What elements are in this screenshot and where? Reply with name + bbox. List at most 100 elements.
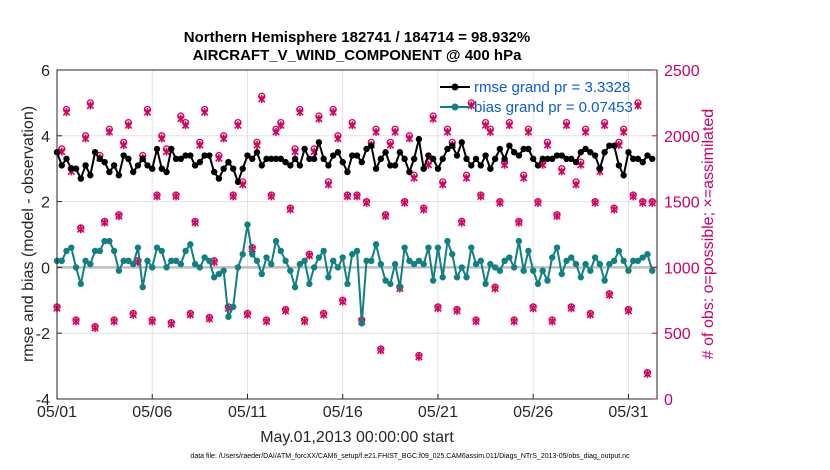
obs-assimilated-marker xyxy=(586,310,595,319)
rmse-point xyxy=(239,165,246,172)
obs-assimilated-marker xyxy=(496,198,504,207)
obs-assimilated-marker xyxy=(300,317,309,326)
bias-point xyxy=(249,251,256,258)
rmse-point xyxy=(491,155,499,163)
bias-point xyxy=(91,247,99,255)
bias-point xyxy=(510,264,518,271)
bias-point xyxy=(172,257,180,265)
obs-assimilated-marker xyxy=(291,147,299,156)
rmse-point xyxy=(453,152,461,159)
x-tick-label: 05/11 xyxy=(228,404,267,421)
bias-point xyxy=(163,264,170,271)
bias-point xyxy=(515,237,523,245)
rmse-point xyxy=(77,175,85,182)
y-tick-label: 0 xyxy=(41,260,50,277)
rmse-point xyxy=(58,162,65,169)
obs-assimilated-marker xyxy=(119,141,128,150)
obs-assimilated-marker xyxy=(186,310,195,319)
rmse-point xyxy=(153,145,161,153)
bias-point xyxy=(463,274,470,281)
rmse-point xyxy=(144,162,151,169)
obs-assimilated-marker xyxy=(296,108,304,117)
obs-assimilated-marker xyxy=(372,127,380,136)
bias-point xyxy=(296,260,304,268)
rmse-point xyxy=(68,165,75,172)
rmse-point xyxy=(258,162,265,169)
rmse-point xyxy=(320,155,327,163)
rmse-point xyxy=(282,158,289,166)
rmse-series xyxy=(53,135,656,186)
obs-assimilated-marker xyxy=(624,306,633,315)
rmse-point xyxy=(582,145,589,153)
obs-assimilated-marker xyxy=(219,134,228,143)
bias-point xyxy=(277,247,285,255)
bias-point xyxy=(563,257,570,265)
rmse-point xyxy=(220,165,227,172)
rmse-point xyxy=(368,142,375,149)
rmse-point xyxy=(391,162,399,169)
obs-assimilated-marker xyxy=(167,319,176,328)
obs-assimilated-marker xyxy=(157,134,166,143)
rmse-point xyxy=(344,168,351,176)
bias-point xyxy=(134,244,142,251)
rmse-point xyxy=(406,168,413,176)
obs-assimilated-marker xyxy=(200,108,209,117)
bias-point xyxy=(568,254,575,261)
bias-point xyxy=(487,260,494,268)
data-file-footnote: data file: /Users/raeder/DAI/ATM_forcXX/… xyxy=(190,453,630,460)
rmse-point xyxy=(468,162,475,169)
bias-point xyxy=(229,303,237,311)
bias-point xyxy=(501,257,508,265)
rmse-point xyxy=(134,162,142,169)
rmse-point xyxy=(529,155,537,163)
bias-point xyxy=(272,237,280,245)
rmse-point xyxy=(387,162,394,169)
rmse-point xyxy=(215,175,223,182)
rmse-point xyxy=(277,155,285,163)
bias-point xyxy=(144,257,151,265)
bias-point xyxy=(634,257,642,265)
obs-assimilated-marker xyxy=(262,317,271,326)
bias-point xyxy=(215,270,223,278)
bias-point xyxy=(349,251,356,258)
bias-point xyxy=(420,260,427,268)
obs-assimilated-marker xyxy=(381,212,390,221)
x-tick-label: 05/21 xyxy=(418,404,458,421)
rmse-point xyxy=(501,155,508,163)
obs-assimilated-marker xyxy=(77,225,85,234)
rmse-point xyxy=(420,165,427,172)
x-tick-label: 05/06 xyxy=(132,404,172,421)
obs-assimilated-marker xyxy=(348,121,357,130)
rmse-point xyxy=(544,155,551,163)
bias-point xyxy=(439,274,446,281)
obs-assimilated-marker xyxy=(510,317,518,326)
obs-assimilated-marker xyxy=(377,346,385,355)
rmse-point xyxy=(563,155,570,163)
y2-axis-ticks: 0 500 1000 1500 2000 2500 xyxy=(652,63,700,409)
rmse-point xyxy=(463,155,470,163)
rmse-point xyxy=(225,158,232,166)
obs-assimilated-marker xyxy=(329,108,337,117)
obs-assimilated-marker xyxy=(486,127,495,136)
bias-point xyxy=(591,254,599,261)
bias-point xyxy=(529,267,537,274)
bias-point xyxy=(206,257,213,265)
bias-point xyxy=(115,267,123,274)
bias-point xyxy=(406,257,413,265)
bias-point xyxy=(596,260,604,268)
bias-point xyxy=(644,251,651,258)
rmse-point xyxy=(82,162,89,169)
obs-assimilated-marker xyxy=(100,218,109,227)
obs-assimilated-marker xyxy=(543,141,552,150)
rmse-point xyxy=(63,155,70,163)
obs-assimilated-marker xyxy=(62,108,71,117)
obs-assimilated-marker xyxy=(567,304,576,313)
bias-point xyxy=(253,257,261,265)
rmse-point xyxy=(196,158,204,166)
y-tick-label: 4 xyxy=(41,129,50,146)
obs-assimilated-marker xyxy=(643,369,652,378)
obs-assimilated-marker xyxy=(286,205,295,214)
rmse-point xyxy=(106,168,113,176)
rmse-point xyxy=(572,158,580,166)
obs-assimilated-marker xyxy=(115,212,123,221)
